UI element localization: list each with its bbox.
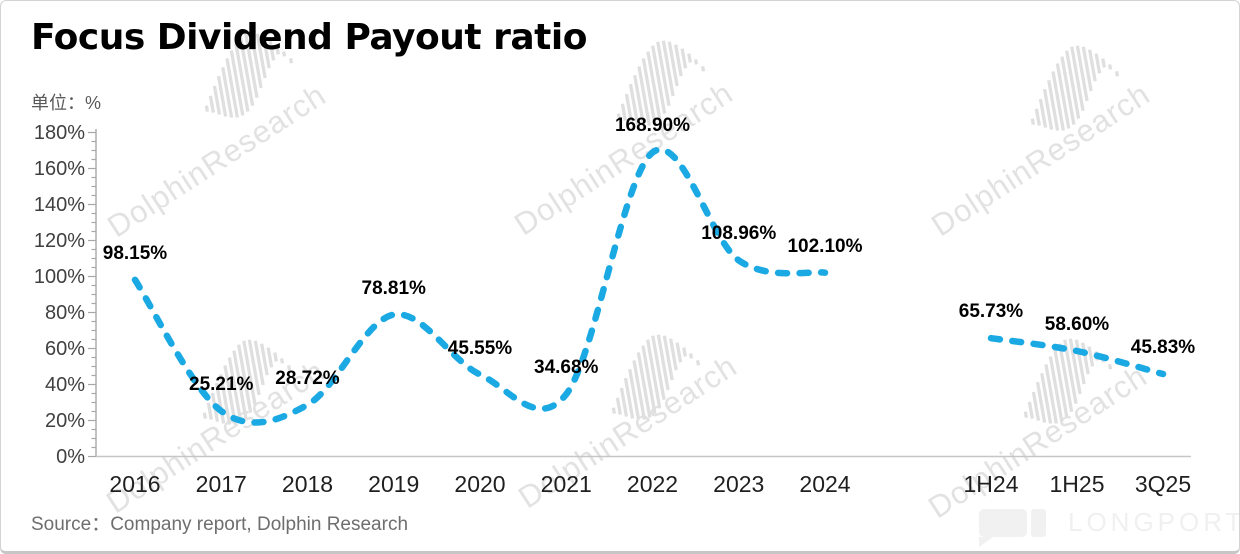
x-tick-label: 2022: [626, 471, 679, 497]
x-tick-label: 2023: [713, 471, 765, 497]
data-label: 102.10%: [787, 235, 863, 257]
longport-bubble-icon: [979, 508, 1027, 547]
longport-logo: LONGPORT: [979, 507, 1240, 547]
x-tick-label: 1H24: [963, 471, 1019, 497]
x-tick-label: 1H25: [1049, 471, 1105, 497]
x-tick-label: 2016: [109, 471, 161, 497]
data-label: 78.81%: [361, 277, 426, 299]
x-tick-label: 2021: [540, 471, 592, 497]
dolphin-bars-icon: [1023, 338, 1113, 424]
series-line-interim: [987, 334, 1167, 378]
y-tick-label: 180%: [33, 121, 85, 144]
data-label: 108.96%: [701, 223, 777, 245]
longport-block-icon: [1031, 508, 1046, 537]
x-tick-label: 2017: [195, 471, 247, 497]
data-label: 168.90%: [614, 115, 690, 137]
x-tick-label: 2024: [799, 471, 851, 497]
y-tick-label: 0%: [56, 445, 85, 468]
series-line-annual: [131, 146, 829, 426]
data-label: 65.73%: [958, 301, 1024, 323]
dolphin-bars-icon: [1030, 45, 1120, 131]
x-tick-label: 2018: [281, 471, 334, 497]
data-label: 25.21%: [189, 374, 254, 396]
data-label: 28.72%: [275, 367, 340, 389]
unit-label: 单位：%: [31, 93, 102, 113]
x-tick-label: 2020: [454, 471, 506, 497]
y-tick-label: 140%: [33, 193, 85, 216]
dolphin-bars-icon: [616, 40, 706, 126]
dolphin-bars-icon: [204, 32, 294, 118]
y-tick-label: 20%: [44, 409, 85, 432]
dolphin-bars-icon: [202, 339, 292, 425]
x-tick-label: 3Q25: [1134, 471, 1192, 497]
data-label: 45.55%: [447, 337, 513, 359]
y-tick-label: 160%: [33, 157, 85, 180]
x-tick-label: 2019: [368, 471, 420, 497]
source-note: Source：Company report, Dolphin Research: [31, 514, 409, 535]
y-tick-label: 80%: [44, 301, 85, 324]
y-tick-label: 120%: [33, 229, 85, 252]
data-label: 45.83%: [1130, 337, 1196, 358]
data-label: 34.68%: [534, 357, 599, 379]
y-tick-label: 60%: [44, 337, 85, 360]
y-tick-label: 40%: [44, 373, 85, 396]
longport-wordmark: LONGPORT: [1068, 507, 1240, 537]
page-title: Focus Dividend Payout ratio: [31, 17, 587, 58]
data-label: 98.15%: [102, 242, 168, 264]
dolphin-bars-icon: [611, 334, 701, 420]
data-label: 58.60%: [1044, 314, 1110, 336]
y-tick-label: 100%: [33, 265, 85, 288]
